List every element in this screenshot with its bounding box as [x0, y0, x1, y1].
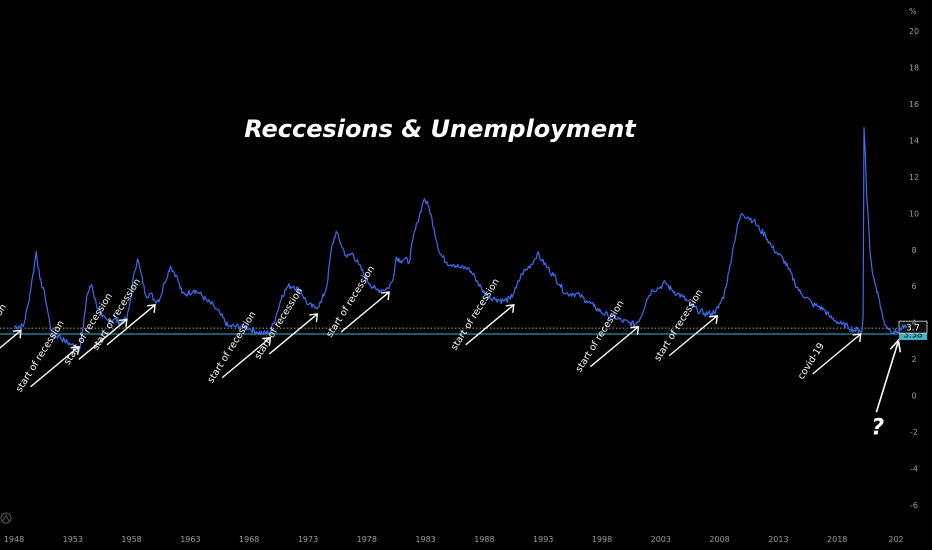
x-tick-label: 2003 — [651, 535, 671, 544]
series-layer — [13, 127, 908, 352]
annotation-arrow — [106, 304, 156, 346]
x-tick-label: 1978 — [357, 535, 377, 544]
annotation-arrow — [465, 304, 515, 346]
annotation-arrowhead — [889, 338, 902, 353]
reference-line-layer: 3.383.7 — [0, 320, 928, 340]
annotation-arrow — [340, 291, 390, 333]
y-tick-label: 2 — [911, 355, 916, 364]
x-tick-label: 2008 — [709, 535, 729, 544]
x-tick-label: 1988 — [474, 535, 494, 544]
annotation-arrow — [668, 315, 718, 357]
y-tick-label: -2 — [910, 428, 918, 437]
annotation-arrowhead — [118, 318, 128, 328]
y-tick-label: 20 — [909, 27, 919, 36]
question-annotation: ? — [871, 338, 902, 440]
unemployment-series-line — [13, 127, 908, 352]
annotation-arrow — [221, 337, 271, 379]
annotation-arrowhead — [630, 325, 640, 335]
annotation-arrowhead — [12, 329, 22, 339]
x-tick-label: 1963 — [180, 535, 200, 544]
last-value-label: 3.7 — [906, 324, 920, 334]
x-tick-label: 1953 — [63, 535, 83, 544]
y-tick-label: 8 — [911, 246, 916, 255]
y-axis-unit: % — [909, 7, 917, 16]
x-tick-label: 2013 — [768, 535, 788, 544]
y-tick-label: 12 — [909, 173, 919, 182]
x-tick-label: 1973 — [298, 535, 318, 544]
annotation-arrow — [30, 346, 80, 388]
y-tick-label: 10 — [909, 209, 919, 218]
annotation-arrow — [268, 313, 318, 355]
reference-value-label: 3.38 — [904, 330, 923, 340]
y-tick-label: -4 — [910, 465, 918, 474]
annotation-arrowhead — [309, 313, 319, 323]
tradingview-logo-icon — [0, 512, 12, 524]
annotation-arrow — [875, 341, 900, 413]
x-tick-label: 2018 — [827, 535, 847, 544]
x-tick-label: 1983 — [415, 535, 435, 544]
last-value-badge — [898, 320, 928, 334]
x-tick-label: 202 — [888, 535, 903, 544]
y-tick-label: 4 — [911, 319, 916, 328]
annotation-arrow — [589, 326, 639, 368]
y-tick-label: -6 — [910, 501, 918, 510]
y-tick-label: 14 — [909, 136, 919, 145]
x-axis: 1948 1953 1958 1963 1968 1973 1978 1983 1988 1993… — [4, 535, 904, 544]
annotation-arrowhead — [262, 336, 272, 346]
x-tick-label: 1993 — [533, 535, 553, 544]
y-tick-label: 18 — [909, 63, 919, 72]
y-tick-label: 0 — [911, 392, 916, 401]
x-tick-label: 1998 — [592, 535, 612, 544]
annotation-arrow — [812, 333, 862, 375]
annotation-arrow — [78, 318, 128, 360]
y-tick-label: 6 — [911, 282, 916, 291]
annotation-arrowhead — [709, 314, 719, 324]
annotation-arrowhead — [852, 333, 862, 343]
x-tick-label: 1968 — [239, 535, 259, 544]
annotation-arrowhead — [147, 304, 156, 313]
annotation-arrowhead — [70, 345, 80, 355]
x-tick-label: 1948 — [4, 535, 24, 544]
x-tick-label: 1958 — [121, 535, 141, 544]
y-tick-label: 16 — [909, 100, 919, 109]
annotation-text: ? — [871, 415, 884, 440]
chart-title: Reccesions & Unemployment — [244, 115, 637, 143]
annotation-arrow — [0, 329, 22, 349]
annotation-arrowhead — [381, 291, 390, 301]
annotation-arrowhead — [505, 304, 515, 313]
